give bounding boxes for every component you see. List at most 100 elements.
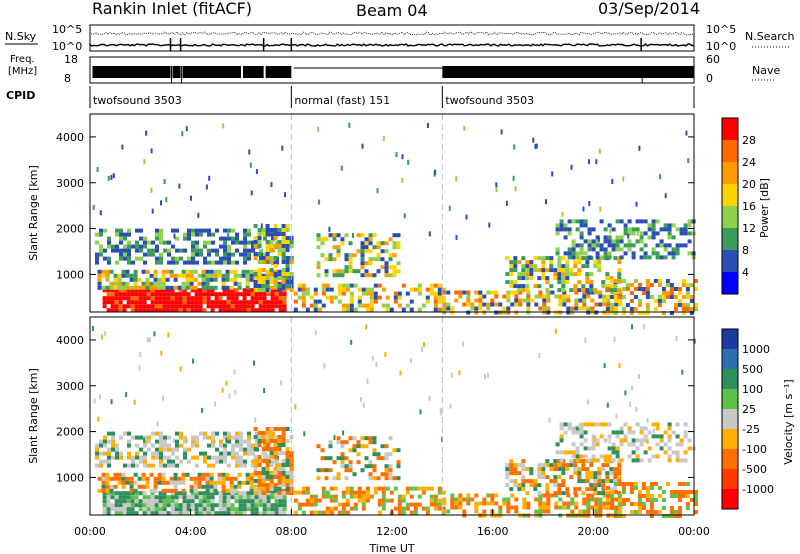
power-cell-1103 bbox=[570, 306, 575, 311]
power-cell-1069 bbox=[526, 302, 531, 307]
vel-cell-668 bbox=[257, 463, 262, 467]
power-cell-10 bbox=[110, 292, 115, 297]
power-cell-1043 bbox=[494, 302, 499, 307]
power-cell-1222 bbox=[561, 256, 566, 261]
vel-speck-71 bbox=[201, 407, 204, 413]
power-speck-85 bbox=[570, 164, 573, 170]
vel-cell-951 bbox=[348, 464, 353, 469]
power-cell-19 bbox=[114, 304, 119, 309]
power-cell-1291 bbox=[617, 272, 622, 277]
power-cell-596 bbox=[227, 252, 231, 257]
power-cell-1212 bbox=[553, 272, 558, 277]
power-cell-1339 bbox=[587, 247, 592, 252]
vel-cell-173 bbox=[226, 503, 231, 508]
vel-cell-1490 bbox=[637, 502, 642, 506]
vel-cell-1226 bbox=[565, 463, 570, 468]
vel-cell-353 bbox=[217, 472, 222, 477]
power-cell-1068 bbox=[526, 298, 531, 303]
power-cell-240 bbox=[274, 304, 279, 309]
power-cell-802 bbox=[337, 283, 342, 288]
vel-cell-1414 bbox=[655, 422, 660, 427]
vel-cell-523 bbox=[175, 447, 179, 452]
power-cell-988 bbox=[388, 273, 393, 278]
vel-cell-223 bbox=[262, 503, 267, 508]
vel-cell-1495 bbox=[641, 494, 646, 498]
vel-cell-859 bbox=[381, 494, 386, 499]
power-cell-233 bbox=[270, 300, 275, 305]
power-cell-1295 bbox=[555, 223, 560, 228]
power-speck-56 bbox=[376, 188, 379, 194]
nave-tick-top: 60 bbox=[706, 53, 720, 66]
vel-cell-162 bbox=[218, 507, 223, 512]
power-cell-1202 bbox=[545, 268, 550, 273]
power-cell-1510 bbox=[645, 295, 650, 299]
power-cell-1281 bbox=[609, 276, 614, 281]
vel-cell-234 bbox=[270, 503, 275, 508]
power-cell-777 bbox=[301, 299, 306, 304]
power-cell-1224 bbox=[561, 268, 566, 273]
power-cell-1296 bbox=[555, 227, 560, 232]
power-cell-517 bbox=[163, 248, 167, 253]
power-speck-37 bbox=[434, 169, 437, 175]
vel-cell-1465 bbox=[617, 498, 622, 502]
power-cell-839 bbox=[369, 307, 374, 312]
vel-cell-1415 bbox=[655, 426, 660, 431]
vel-cell-67 bbox=[150, 495, 155, 500]
power-cell-894 bbox=[316, 233, 321, 238]
power-speck-84 bbox=[532, 137, 535, 143]
vel-cell-667 bbox=[257, 459, 262, 463]
power-cell-338 bbox=[189, 273, 194, 278]
power-cell-1497 bbox=[633, 307, 638, 311]
power-cell-300 bbox=[145, 285, 150, 290]
power-speck-63 bbox=[685, 130, 688, 136]
vel-cell-503 bbox=[159, 463, 163, 468]
vel-cell-1363 bbox=[607, 434, 612, 439]
power-cell-1282 bbox=[609, 284, 614, 289]
power-cell-375 bbox=[229, 269, 234, 274]
vel-cell-337 bbox=[201, 472, 206, 477]
vel-cell-1073 bbox=[538, 493, 543, 498]
power-cell-489 bbox=[139, 248, 143, 253]
vel-cell-136 bbox=[198, 511, 203, 516]
power-cell-146 bbox=[206, 288, 211, 293]
power-cell-863 bbox=[409, 299, 414, 304]
power-cell-982 bbox=[384, 269, 389, 274]
vel-cell-596 bbox=[235, 463, 239, 468]
power-cell-1485 bbox=[621, 311, 626, 315]
power-cell-1523 bbox=[657, 303, 662, 307]
power-cell-1540 bbox=[673, 303, 678, 307]
vel-cell-128 bbox=[194, 503, 199, 508]
vel-cell-941 bbox=[340, 460, 345, 465]
power-cell-979 bbox=[384, 249, 389, 254]
power-cell-532 bbox=[179, 256, 183, 261]
power-cell-102 bbox=[174, 292, 179, 297]
power-cell-232 bbox=[270, 296, 275, 301]
vel-cell-492 bbox=[155, 447, 159, 452]
vel-speck-2 bbox=[225, 380, 228, 386]
vel-speck-47 bbox=[233, 369, 236, 375]
vel-cell-954 bbox=[352, 444, 357, 449]
vel-cell-141 bbox=[202, 507, 207, 512]
power-cell-1517 bbox=[653, 299, 658, 303]
power-speck-62 bbox=[143, 158, 146, 164]
power-cell-1055 bbox=[510, 290, 515, 295]
power-cell-448 bbox=[107, 244, 111, 249]
vel-cell-1115 bbox=[586, 493, 591, 498]
vel-cell-1499 bbox=[645, 490, 650, 494]
vel-speck-25 bbox=[399, 370, 402, 376]
power-cell-526 bbox=[175, 228, 179, 233]
power-cell-580 bbox=[219, 236, 223, 241]
power-cell-1070 bbox=[526, 306, 531, 311]
power-cell-385 bbox=[241, 269, 246, 274]
vel-cell-1255 bbox=[585, 487, 590, 492]
vel-cell-682 bbox=[261, 471, 266, 475]
vel-cell-551 bbox=[203, 455, 207, 460]
velocity-colorbar-label: Velocity [m s⁻¹] bbox=[782, 379, 795, 464]
power-cell-873 bbox=[425, 299, 430, 304]
power-cell-1440 bbox=[667, 251, 672, 256]
vel-cell-810 bbox=[329, 498, 334, 503]
vel-cell-1436 bbox=[675, 442, 680, 447]
power-cell-236 bbox=[274, 288, 279, 293]
vel-cell-879 bbox=[405, 486, 410, 491]
vel-cell-1139 bbox=[610, 497, 615, 502]
